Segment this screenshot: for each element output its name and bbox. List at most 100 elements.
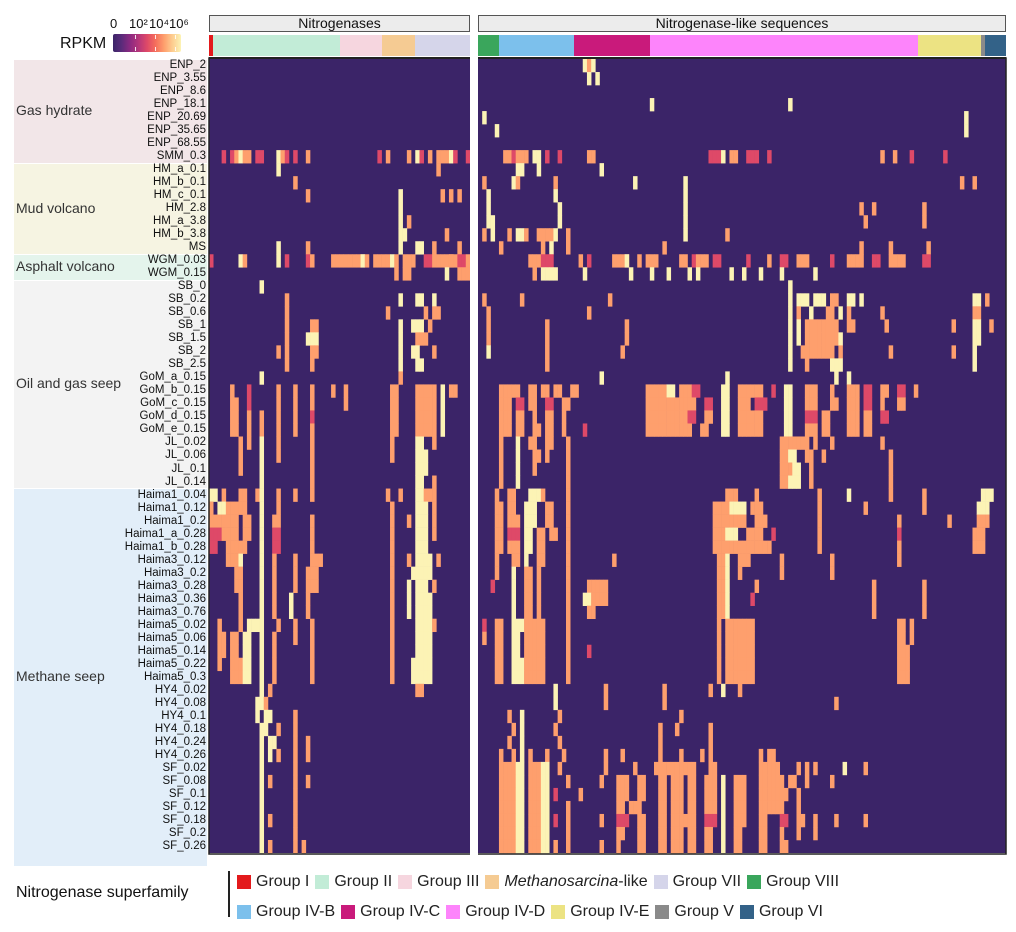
- row-label: Haima5_0.02: [137, 618, 206, 631]
- heatmap-cell: [267, 774, 273, 789]
- heatmap-cell: [750, 150, 755, 164]
- heatmap-cell: [272, 566, 277, 580]
- heatmap-cell: [423, 579, 429, 593]
- heatmap-cell: [293, 618, 298, 633]
- heatmap-cell: [259, 592, 265, 606]
- heatmap-cell: [440, 410, 446, 424]
- heatmap-cell: [691, 774, 697, 789]
- heatmap-cell: [725, 228, 730, 242]
- row-label: GoM_a_0.15: [139, 371, 207, 384]
- heatmap-cell: [834, 293, 839, 307]
- heatmap-cell: [804, 293, 810, 307]
- heatmap-cell: [545, 449, 550, 463]
- heatmap-cell: [532, 488, 537, 502]
- heatmap-cell: [284, 306, 290, 320]
- heatmap-cell: [620, 345, 625, 359]
- heatmap-cell: [498, 384, 504, 398]
- heatmap-cell: [432, 397, 437, 411]
- heatmap-cell: [855, 397, 860, 411]
- heatmap-cell: [423, 657, 429, 672]
- heatmap-cell: [545, 150, 550, 164]
- heatmap-cell: [234, 410, 239, 424]
- heatmap-cell: [259, 748, 265, 763]
- heatmap-cell: [511, 514, 517, 528]
- heatmap-cell: [809, 475, 814, 489]
- heatmap-cell: [415, 397, 420, 411]
- heatmap-cell: [788, 774, 793, 789]
- heatmap-cell: [536, 826, 542, 841]
- heatmap-cell: [779, 553, 785, 567]
- heatmap-cell: [432, 254, 437, 268]
- heatmap-cell: [943, 150, 948, 164]
- heatmap-cell: [507, 839, 512, 854]
- heatmap-cell: [217, 527, 222, 541]
- heatmap-cell: [545, 397, 550, 411]
- heatmap-cell: [432, 488, 437, 502]
- heatmap-cell: [498, 527, 504, 541]
- heatmap-cell: [238, 488, 243, 502]
- heatmap-cell: [649, 384, 655, 398]
- heatmap-cell: [284, 293, 290, 307]
- heatmap-cell: [276, 150, 281, 164]
- heatmap-cell: [779, 254, 785, 268]
- heatmap-cell: [540, 631, 546, 646]
- heatmap-cell: [846, 423, 852, 437]
- heatmap-cell: [566, 800, 571, 815]
- heatmap-cell: [259, 579, 265, 593]
- heatmap-cell: [783, 787, 789, 802]
- heatmap-cell: [846, 293, 852, 307]
- heatmap-cell: [721, 501, 726, 515]
- heatmap-cell: [599, 839, 605, 854]
- heatmap-cell: [427, 644, 433, 659]
- heatmap-cell: [448, 384, 454, 398]
- heatmap-cell: [649, 410, 655, 424]
- heatmap-cell: [356, 254, 361, 268]
- heatmap-cell: [972, 306, 977, 320]
- heatmap-cell: [246, 644, 252, 659]
- heatmap-cell: [922, 605, 927, 620]
- heatmap-cell: [758, 267, 764, 281]
- heatmap-cell: [259, 683, 265, 698]
- heatmap-cell: [532, 761, 537, 776]
- heatmap-cell: [238, 566, 243, 580]
- heatmap-cell: [704, 254, 709, 268]
- heatmap-cell: [901, 657, 906, 672]
- heatmap-cell: [649, 397, 655, 411]
- heatmap-cell: [242, 514, 248, 528]
- row-label: SMM_0.3: [156, 150, 206, 163]
- heatmap-cell: [524, 566, 529, 580]
- heatmap-cell: [515, 540, 521, 554]
- heatmap-cell: [213, 527, 218, 541]
- heatmap-cell: [599, 579, 605, 593]
- row-label: SF_0.02: [162, 761, 206, 774]
- heatmap-cell: [494, 566, 500, 580]
- heatmap-cell: [612, 553, 617, 567]
- heatmap-cell: [859, 202, 864, 216]
- heatmap-cell: [846, 397, 852, 411]
- heatmap-cell: [809, 449, 814, 463]
- heatmap-cell: [457, 254, 462, 268]
- heatmap-cell: [259, 423, 265, 437]
- heatmap-cell: [658, 735, 663, 750]
- heatmap-cell: [234, 527, 239, 541]
- heatmap-cell: [225, 527, 231, 541]
- heatmap-cell: [712, 813, 718, 828]
- heatmap-cell: [708, 735, 713, 750]
- heatmap-cell: [721, 605, 726, 620]
- row-label: JL_0.06: [165, 449, 206, 462]
- heatmap-cell: [238, 605, 243, 620]
- heatmap-cell: [557, 709, 563, 724]
- legend-label: Group VI: [758, 903, 823, 920]
- heatmap-cell: [834, 696, 839, 711]
- row-label: Haima1_0.12: [137, 501, 206, 514]
- heatmap-cell: [754, 423, 760, 437]
- heatmap-cell: [825, 410, 831, 424]
- heatmap-cell: [804, 332, 810, 346]
- heatmap-cell: [259, 657, 265, 672]
- heatmap-cell: [209, 514, 214, 528]
- heatmap-cell: [972, 293, 977, 307]
- row-label: Haima1_a_0.28: [124, 527, 206, 540]
- heatmap-cell: [976, 501, 982, 515]
- heatmap-cell: [804, 761, 810, 776]
- heatmap-cell: [566, 397, 571, 411]
